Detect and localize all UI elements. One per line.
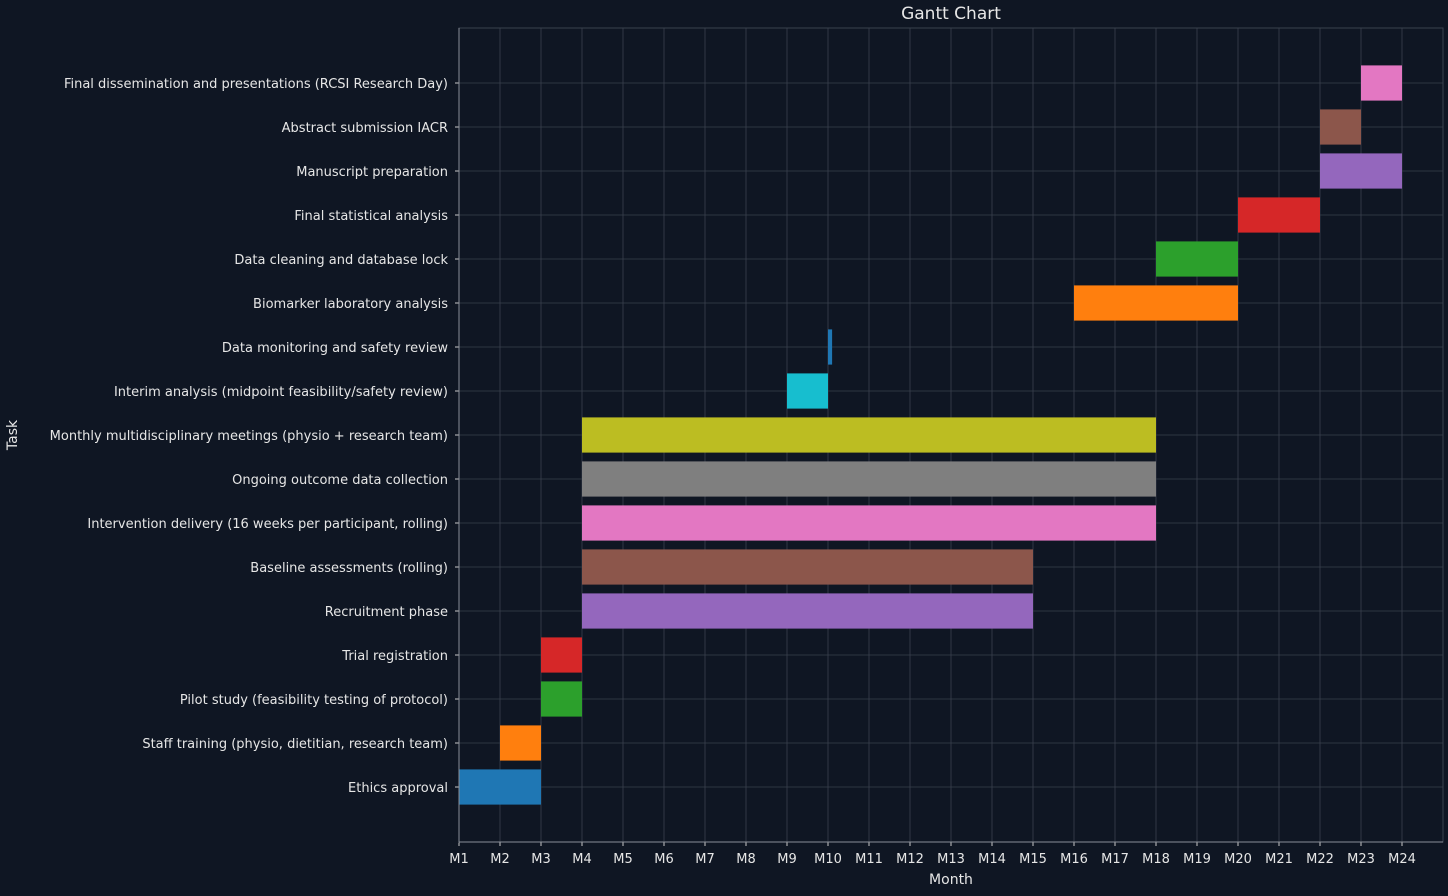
x-tick-label: M13 <box>937 852 965 867</box>
task-bar <box>541 637 582 673</box>
task-bar <box>1320 153 1402 189</box>
x-axis-label: Month <box>929 872 973 888</box>
x-tick-label: M15 <box>1019 852 1047 867</box>
task-bar <box>828 329 833 365</box>
x-tick-label: M9 <box>777 852 797 867</box>
x-tick-label: M24 <box>1388 852 1416 867</box>
y-tick-label: Staff training (physio, dietitian, resea… <box>142 737 448 752</box>
y-tick-label: Monthly multidisciplinary meetings (phys… <box>50 429 448 444</box>
y-tick-label: Final dissemination and presentations (R… <box>64 77 448 92</box>
x-tick-label: M2 <box>490 852 510 867</box>
task-bar <box>582 461 1156 497</box>
x-tick-label: M6 <box>654 852 674 867</box>
x-tick-label: M1 <box>449 852 469 867</box>
task-bar <box>787 373 828 409</box>
x-tick-label: M7 <box>695 852 715 867</box>
x-tick-label: M23 <box>1347 852 1375 867</box>
task-bar <box>1074 285 1238 321</box>
y-tick-label: Pilot study (feasibility testing of prot… <box>180 693 448 708</box>
x-tick-label: M12 <box>896 852 924 867</box>
y-tick-label: Baseline assessments (rolling) <box>250 561 448 576</box>
x-tick-label: M21 <box>1265 852 1293 867</box>
y-tick-label: Final statistical analysis <box>294 209 448 224</box>
x-tick-label: M20 <box>1224 852 1252 867</box>
task-bar <box>1156 241 1238 277</box>
x-tick-label: M4 <box>572 852 592 867</box>
x-tick-label: M16 <box>1060 852 1088 867</box>
task-bar <box>500 725 541 761</box>
y-tick-label: Data monitoring and safety review <box>222 341 448 356</box>
y-tick-label: Biomarker laboratory analysis <box>253 297 448 312</box>
task-bar <box>541 681 582 717</box>
y-tick-label: Intervention delivery (16 weeks per part… <box>87 517 448 532</box>
x-tick-label: M19 <box>1183 852 1211 867</box>
task-bar <box>1361 65 1402 101</box>
x-tick-label: M17 <box>1101 852 1129 867</box>
task-bar <box>582 417 1156 453</box>
task-bar <box>582 505 1156 541</box>
task-bar <box>459 769 541 805</box>
y-tick-label: Abstract submission IACR <box>282 121 448 136</box>
x-tick-label: M18 <box>1142 852 1170 867</box>
y-tick-label: Interim analysis (midpoint feasibility/s… <box>114 385 448 400</box>
y-tick-label: Manuscript preparation <box>296 165 448 180</box>
axes: M1 M2 M3 M4 M5 M6 M7 M8 M9 M10 M11 M12 M13 M14 M15 M16 M… <box>50 27 1444 867</box>
task-bar <box>582 549 1033 585</box>
y-tick-label: Recruitment phase <box>325 605 448 620</box>
bars <box>459 65 1402 805</box>
y-axis-label: Task <box>5 419 21 451</box>
x-tick-label: M8 <box>736 852 756 867</box>
y-tick-label: Ongoing outcome data collection <box>232 473 448 488</box>
y-tick-label: Trial registration <box>341 649 448 664</box>
x-tick-label: M11 <box>855 852 883 867</box>
x-tick-label: M5 <box>613 852 633 867</box>
y-tick-label: Data cleaning and database lock <box>234 253 448 268</box>
x-tick-label: M3 <box>531 852 551 867</box>
y-tick-label: Ethics approval <box>348 781 448 796</box>
task-bar <box>1238 197 1320 233</box>
x-tick-label: M10 <box>814 852 842 867</box>
task-bar <box>1320 109 1361 145</box>
x-tick-label: M22 <box>1306 852 1334 867</box>
x-tick-label: M14 <box>978 852 1006 867</box>
chart-title: Gantt Chart <box>901 4 1001 24</box>
task-bar <box>582 593 1033 629</box>
